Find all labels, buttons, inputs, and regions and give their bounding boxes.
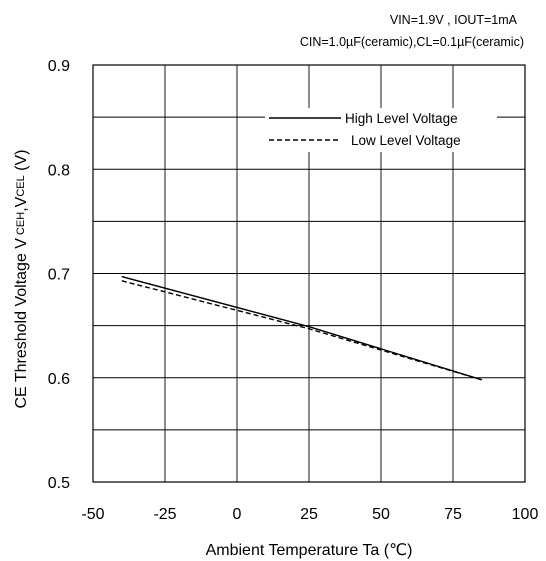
x-tick-label: -50 — [81, 506, 104, 523]
y-tick-label: 0.9 — [48, 58, 70, 75]
condition-line-2: CIN=1.0µF(ceramic),CL=0.1µF(ceramic) — [300, 35, 524, 49]
series-high-level-line — [121, 275, 483, 381]
legend-label-high: High Level Voltage — [345, 111, 458, 126]
y-label-suffix: (V) — [13, 149, 30, 175]
x-tick-label: 75 — [444, 506, 462, 523]
x-tick-labels: -50 -25 0 25 50 75 100 — [81, 506, 538, 523]
data-series — [121, 275, 483, 381]
y-label-mid: ,V — [13, 196, 30, 211]
y-tick-label: 0.7 — [48, 267, 70, 284]
y-label-sub-cel: CEL — [15, 175, 27, 196]
x-tick-label: 100 — [512, 506, 539, 523]
y-tick-label: 0.6 — [48, 371, 70, 388]
x-axis-label: Ambient Temperature Ta (℃) — [206, 542, 413, 559]
x-tick-label: -25 — [153, 506, 176, 523]
x-tick-label: 50 — [372, 506, 390, 523]
legend-background — [265, 108, 497, 152]
x-tick-label: 0 — [233, 506, 242, 523]
series-low-level-line — [121, 280, 482, 381]
plot-frame — [92, 64, 526, 483]
y-label-prefix: CE Threshold Voltage V — [13, 238, 30, 409]
legend: High Level Voltage Low Level Voltage — [265, 108, 497, 152]
y-label-sub-ceh: CEH — [15, 212, 27, 235]
y-axis-label: CE Threshold Voltage V CEH,VCEL (V) — [13, 149, 30, 408]
x-tick-label: 25 — [300, 506, 318, 523]
legend-label-low: Low Level Voltage — [351, 133, 461, 148]
y-tick-label: 0.8 — [48, 162, 70, 179]
condition-line-1: VIN=1.9V , IOUT=1mA — [390, 13, 518, 27]
y-tick-label: 0.5 — [48, 475, 70, 492]
y-tick-labels: 0.5 0.6 0.7 0.8 0.9 — [48, 58, 70, 492]
